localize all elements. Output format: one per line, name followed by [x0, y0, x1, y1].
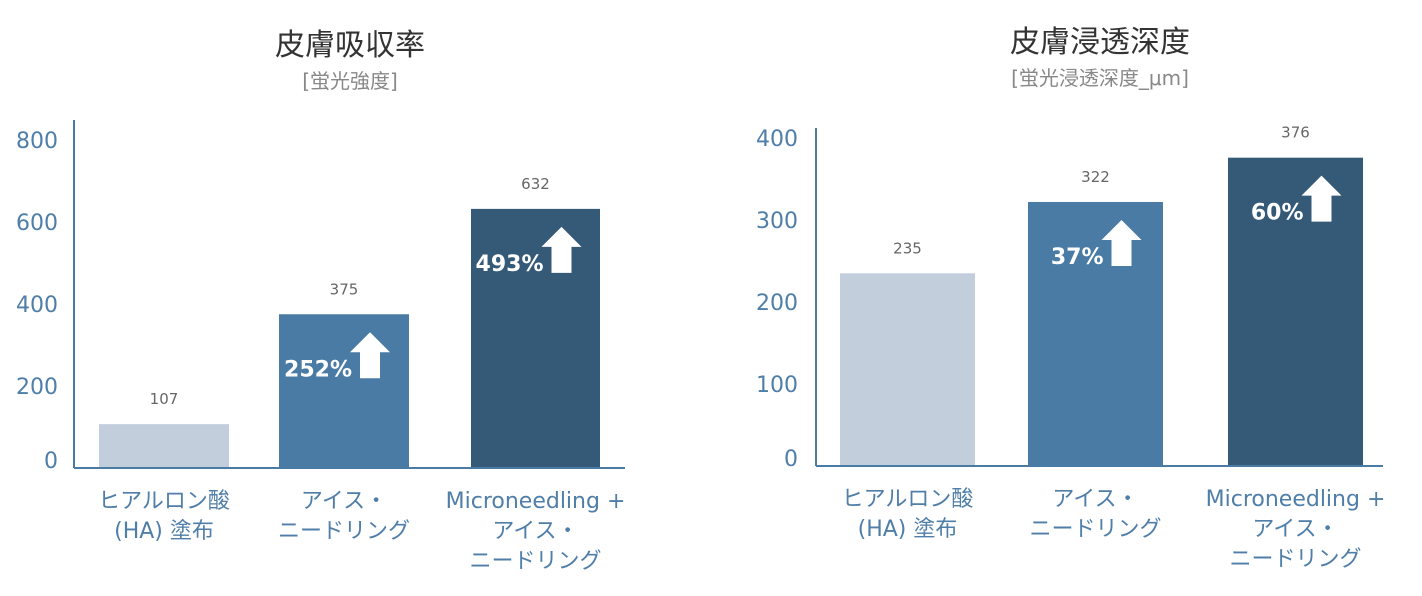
up-arrow-icon — [541, 226, 582, 273]
increase-label: 252% — [284, 357, 352, 382]
category-label: Microneedling + — [1206, 487, 1386, 512]
y-tick-label: 0 — [44, 449, 58, 474]
category-label: ヒアルロン酸 — [842, 487, 974, 512]
y-tick-label: 200 — [756, 291, 798, 316]
y-tick-label: 400 — [16, 293, 58, 318]
y-tick-label: 800 — [16, 129, 58, 154]
category-label: (HA) 塗布 — [114, 519, 214, 544]
category-label: アイス・ — [301, 489, 387, 514]
category-label: アイス・ — [1252, 517, 1338, 542]
value-label: 375 — [330, 280, 359, 298]
value-label: 632 — [521, 175, 550, 193]
bar — [1028, 201, 1163, 466]
value-label: 322 — [1081, 168, 1110, 186]
chart-subtitle: [蛍光強度] — [302, 69, 398, 93]
category-label: アイス・ — [492, 519, 578, 544]
value-label: 235 — [893, 239, 922, 257]
y-tick-label: 0 — [784, 447, 798, 472]
up-arrow-icon — [1301, 175, 1342, 222]
category-label: ヒアルロン酸 — [98, 489, 230, 514]
category-label: ニードリング — [1229, 547, 1361, 572]
y-tick-label: 300 — [756, 209, 798, 234]
category-label: (HA) 塗布 — [858, 517, 958, 542]
chart-subtitle: [蛍光浸透深度_μm] — [1011, 66, 1189, 90]
category-label: ニードリング — [278, 519, 410, 544]
bar — [279, 314, 409, 468]
chart-title: 皮膚吸収率 — [275, 28, 425, 63]
y-tick-label: 200 — [16, 375, 58, 400]
category-label: Microneedling + — [446, 489, 626, 514]
increase-label: 493% — [476, 252, 544, 277]
category-label: アイス・ — [1052, 487, 1138, 512]
value-label: 107 — [150, 390, 179, 408]
increase-label: 60% — [1251, 201, 1304, 226]
up-arrow-icon — [350, 332, 390, 379]
value-label: 376 — [1281, 124, 1310, 142]
y-tick-label: 600 — [16, 211, 58, 236]
chart-2: 皮膚浸透深度 [蛍光浸透深度_μm] 0 100 200 300 400 235 ヒアルロン酸 (… — [756, 25, 1385, 572]
y-tick-label: 400 — [756, 127, 798, 152]
bar — [840, 273, 975, 466]
up-arrow-icon — [1101, 219, 1142, 266]
chart-title: 皮膚浸透深度 — [1010, 25, 1190, 60]
increase-label: 37% — [1051, 245, 1104, 270]
bar — [471, 208, 600, 468]
y-tick-label: 100 — [756, 373, 798, 398]
category-label: ニードリング — [469, 549, 601, 574]
chart-1: 皮膚吸収率 [蛍光強度] 0 200 400 600 800 107 ヒアルロン酸 (HA) 塗布… — [16, 28, 625, 574]
bar — [1228, 157, 1363, 466]
category-label: ニードリング — [1029, 517, 1161, 542]
bar — [99, 424, 229, 468]
